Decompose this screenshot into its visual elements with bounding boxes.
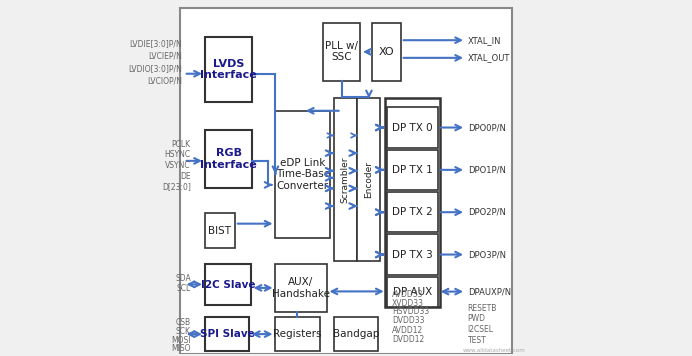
FancyBboxPatch shape bbox=[205, 37, 253, 102]
FancyBboxPatch shape bbox=[334, 98, 356, 261]
Text: www.alldatasheet.com: www.alldatasheet.com bbox=[463, 349, 525, 354]
Text: PWD: PWD bbox=[468, 314, 486, 324]
Text: Registers: Registers bbox=[273, 329, 322, 339]
Text: RESETB: RESETB bbox=[468, 304, 497, 313]
Text: DP TX 2: DP TX 2 bbox=[392, 207, 432, 217]
Text: LVDIE[3:0]P/N: LVDIE[3:0]P/N bbox=[129, 39, 182, 48]
FancyBboxPatch shape bbox=[323, 22, 360, 81]
Text: AUX/
Handshake: AUX/ Handshake bbox=[272, 277, 330, 299]
Text: eDP Link
Time-Base
Converter: eDP Link Time-Base Converter bbox=[275, 158, 330, 191]
FancyBboxPatch shape bbox=[387, 107, 438, 148]
Text: DPO0P/N: DPO0P/N bbox=[468, 123, 506, 132]
FancyBboxPatch shape bbox=[205, 317, 249, 351]
Text: XTAL_IN: XTAL_IN bbox=[468, 36, 501, 45]
Text: XO: XO bbox=[379, 47, 394, 57]
Text: VSYNC: VSYNC bbox=[165, 161, 191, 170]
Text: SCK: SCK bbox=[176, 327, 191, 336]
Text: SDA: SDA bbox=[175, 274, 191, 283]
FancyBboxPatch shape bbox=[275, 111, 330, 238]
Text: DE: DE bbox=[180, 172, 191, 180]
Text: D[23:0]: D[23:0] bbox=[162, 182, 191, 191]
Text: CSB: CSB bbox=[176, 318, 191, 327]
Text: XVDD33: XVDD33 bbox=[392, 299, 424, 308]
Text: DP TX 1: DP TX 1 bbox=[392, 165, 432, 175]
Text: AVDD33: AVDD33 bbox=[392, 290, 424, 299]
Text: DVDD33: DVDD33 bbox=[392, 316, 424, 325]
Text: PCLK: PCLK bbox=[172, 140, 191, 149]
FancyBboxPatch shape bbox=[205, 264, 251, 305]
Text: DP TX 0: DP TX 0 bbox=[392, 122, 432, 132]
FancyBboxPatch shape bbox=[334, 317, 378, 351]
Text: DP AUX: DP AUX bbox=[392, 287, 432, 297]
Text: BIST: BIST bbox=[208, 226, 231, 236]
Text: LVDIO[3:0]P/N: LVDIO[3:0]P/N bbox=[128, 64, 182, 73]
Text: HSYNC: HSYNC bbox=[165, 150, 191, 159]
FancyBboxPatch shape bbox=[387, 277, 438, 307]
FancyBboxPatch shape bbox=[275, 317, 320, 351]
Text: SPI Slave: SPI Slave bbox=[199, 329, 254, 339]
Text: RGB
Interface: RGB Interface bbox=[200, 148, 257, 170]
Text: I2CSEL: I2CSEL bbox=[468, 325, 493, 334]
Text: Bandgap: Bandgap bbox=[333, 329, 379, 339]
FancyBboxPatch shape bbox=[387, 234, 438, 275]
Text: HSVDD33: HSVDD33 bbox=[392, 307, 429, 316]
FancyBboxPatch shape bbox=[385, 98, 439, 307]
Text: DPO1P/N: DPO1P/N bbox=[468, 166, 506, 174]
Text: LVCIOP/N: LVCIOP/N bbox=[147, 76, 182, 85]
FancyBboxPatch shape bbox=[180, 9, 512, 354]
Text: MOSI: MOSI bbox=[171, 336, 191, 345]
Text: AVDD12: AVDD12 bbox=[392, 326, 423, 335]
Text: LVCIEP/N: LVCIEP/N bbox=[148, 52, 182, 61]
Text: SCL: SCL bbox=[176, 284, 191, 293]
Text: PLL w/
SSC: PLL w/ SSC bbox=[325, 41, 358, 62]
Text: MISO: MISO bbox=[171, 345, 191, 354]
Text: Scrambler: Scrambler bbox=[340, 156, 349, 203]
Text: DPAUXP/N: DPAUXP/N bbox=[468, 287, 511, 296]
FancyBboxPatch shape bbox=[205, 213, 235, 248]
Text: DPO3P/N: DPO3P/N bbox=[468, 250, 506, 259]
Text: DPO2P/N: DPO2P/N bbox=[468, 208, 506, 217]
Text: LVDS
Interface: LVDS Interface bbox=[200, 58, 257, 80]
FancyBboxPatch shape bbox=[275, 264, 327, 312]
FancyBboxPatch shape bbox=[357, 98, 380, 261]
Text: XTAL_OUT: XTAL_OUT bbox=[468, 53, 510, 62]
FancyBboxPatch shape bbox=[205, 130, 253, 188]
Text: TEST: TEST bbox=[468, 336, 486, 345]
FancyBboxPatch shape bbox=[372, 22, 401, 81]
Text: I2C Slave: I2C Slave bbox=[201, 279, 255, 289]
Text: Encoder: Encoder bbox=[364, 161, 373, 198]
FancyBboxPatch shape bbox=[387, 192, 438, 232]
Text: DVDD12: DVDD12 bbox=[392, 335, 424, 344]
Text: DP TX 3: DP TX 3 bbox=[392, 250, 432, 260]
FancyBboxPatch shape bbox=[387, 150, 438, 190]
